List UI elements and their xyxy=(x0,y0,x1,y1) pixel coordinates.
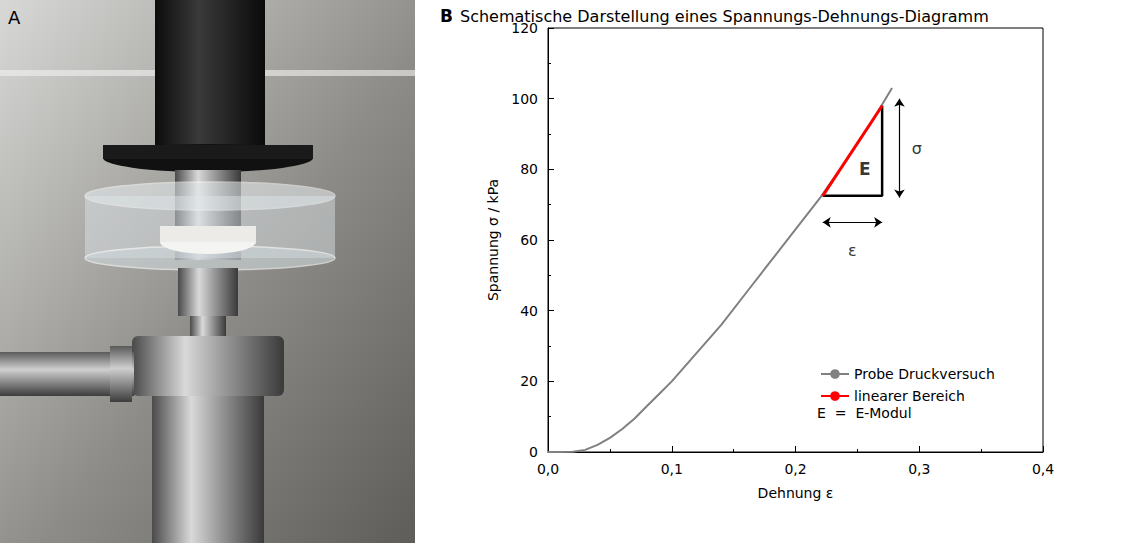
svg-text:Spannung σ / kPa: Spannung σ / kPa xyxy=(485,179,501,301)
svg-text:linearer Bereich: linearer Bereich xyxy=(854,388,965,404)
svg-text:σ: σ xyxy=(912,139,922,158)
svg-text:ε: ε xyxy=(848,241,857,260)
svg-text:E: E xyxy=(859,159,871,179)
svg-text:40: 40 xyxy=(520,303,538,319)
svg-text:80: 80 xyxy=(520,161,538,177)
svg-text:0,0: 0,0 xyxy=(537,461,559,477)
svg-text:0,4: 0,4 xyxy=(1032,461,1054,477)
svg-text:0,3: 0,3 xyxy=(908,461,930,477)
svg-text:100: 100 xyxy=(511,91,538,107)
svg-text:120: 120 xyxy=(511,20,538,36)
svg-text:Dehnung ε: Dehnung ε xyxy=(758,485,834,501)
svg-text:B: B xyxy=(440,6,453,26)
svg-text:60: 60 xyxy=(520,232,538,248)
svg-text:0,2: 0,2 xyxy=(784,461,806,477)
svg-text:Schematische Darstellung eines: Schematische Darstellung eines Spannungs… xyxy=(460,7,989,26)
svg-text:Probe Druckversuch: Probe Druckversuch xyxy=(854,366,995,382)
svg-text:0,1: 0,1 xyxy=(661,461,683,477)
svg-text:E = E-Modul: E = E-Modul xyxy=(817,405,912,421)
svg-text:20: 20 xyxy=(520,373,538,389)
svg-text:A: A xyxy=(8,7,21,28)
svg-text:0: 0 xyxy=(529,444,538,460)
